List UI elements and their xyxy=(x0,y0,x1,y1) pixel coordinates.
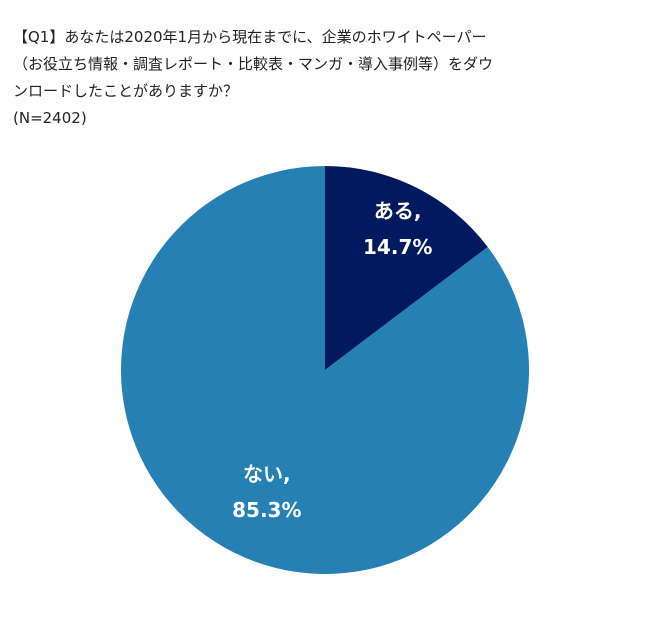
pie-labels: ある, 14.7% ない, 85.3% xyxy=(232,199,432,522)
pie-slice-1 xyxy=(121,166,530,574)
pie-slice-0 xyxy=(325,166,488,370)
question-line-1: 【Q1】あなたは2020年1月から現在までに、企業のホワイトペーパー xyxy=(13,28,487,46)
slice-category-label-1: ない, xyxy=(243,462,291,486)
sample-size: (N=2402) xyxy=(13,109,87,127)
question-line-3: ンロードしたことがありますか？ xyxy=(13,82,239,100)
slice-value-label-0: 14.7% xyxy=(363,235,432,259)
chart-title: 【Q1】あなたは2020年1月から現在までに、企業のホワイトペーパー （お役立ち… xyxy=(13,24,633,132)
slice-value-label-1: 85.3% xyxy=(232,498,301,522)
question-line-2: （お役立ち情報・調査レポート・比較表・マンガ・導入事例等）をダウ xyxy=(13,55,494,73)
slice-category-label-0: ある, xyxy=(374,199,422,223)
pie-slices xyxy=(121,166,530,574)
